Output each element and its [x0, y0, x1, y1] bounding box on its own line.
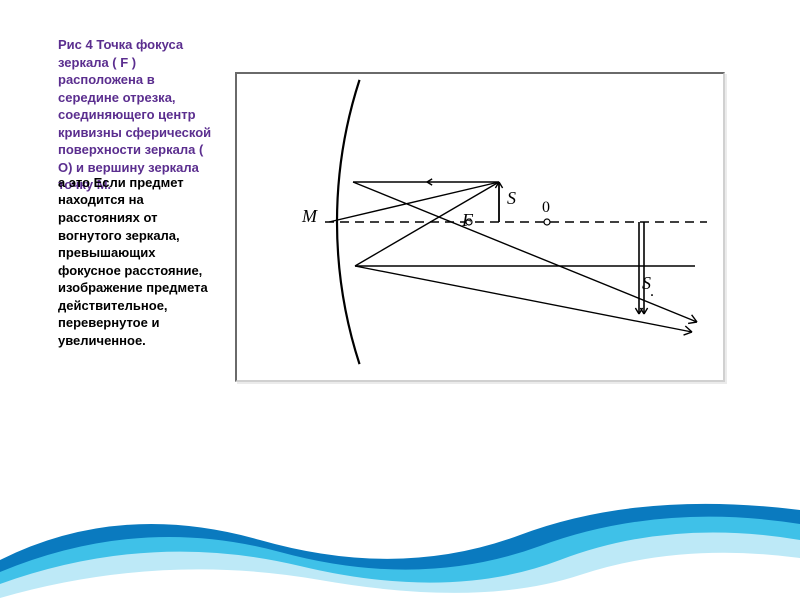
- svg-text:S: S: [507, 188, 516, 208]
- svg-text:M: M: [301, 206, 318, 226]
- body-text: находится на расстояниях от вогнутого зе…: [58, 192, 208, 347]
- svg-text:.: .: [650, 283, 654, 300]
- overlay-text: а это Если предмет: [58, 175, 184, 190]
- slide: Рис 4 Точка фокуса зеркала ( F ) располо…: [0, 0, 800, 600]
- svg-text:F: F: [461, 210, 474, 230]
- wave-decoration: [0, 480, 800, 600]
- caption-block: Рис 4 Точка фокуса зеркала ( F ) располо…: [58, 36, 213, 369]
- optics-diagram: MFS0S.: [237, 74, 723, 380]
- figure-title: Рис 4 Точка фокуса зеркала ( F ) располо…: [58, 37, 211, 192]
- optics-diagram-frame: MFS0S.: [235, 72, 725, 382]
- svg-text:0: 0: [542, 199, 550, 216]
